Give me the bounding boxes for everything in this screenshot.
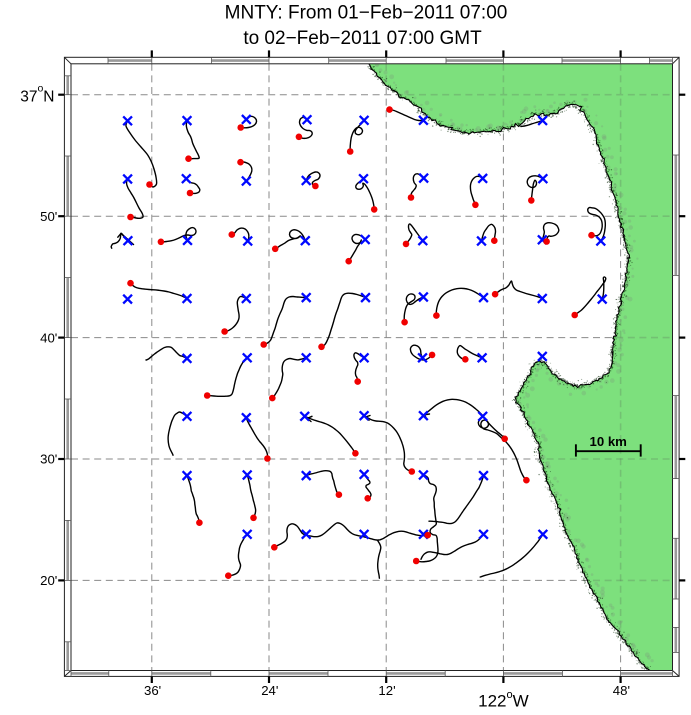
svg-text:30': 30' (40, 452, 57, 467)
svg-text:48': 48' (613, 683, 630, 698)
svg-text:10 km: 10 km (589, 434, 626, 449)
svg-text:37oN: 37oN (20, 83, 54, 106)
svg-text:MNTY: From 01−Feb−2011 07:00: MNTY: From 01−Feb−2011 07:00 (225, 2, 508, 23)
svg-text:20': 20' (40, 573, 57, 588)
svg-text:12': 12' (378, 683, 395, 698)
svg-text:122oW: 122oW (478, 689, 529, 710)
svg-text:36': 36' (144, 683, 161, 698)
svg-text:40': 40' (40, 330, 57, 345)
svg-text:24': 24' (261, 683, 278, 698)
svg-text:to 02−Feb−2011 07:00 GMT: to 02−Feb−2011 07:00 GMT (243, 28, 482, 49)
svg-text:50': 50' (40, 209, 57, 224)
